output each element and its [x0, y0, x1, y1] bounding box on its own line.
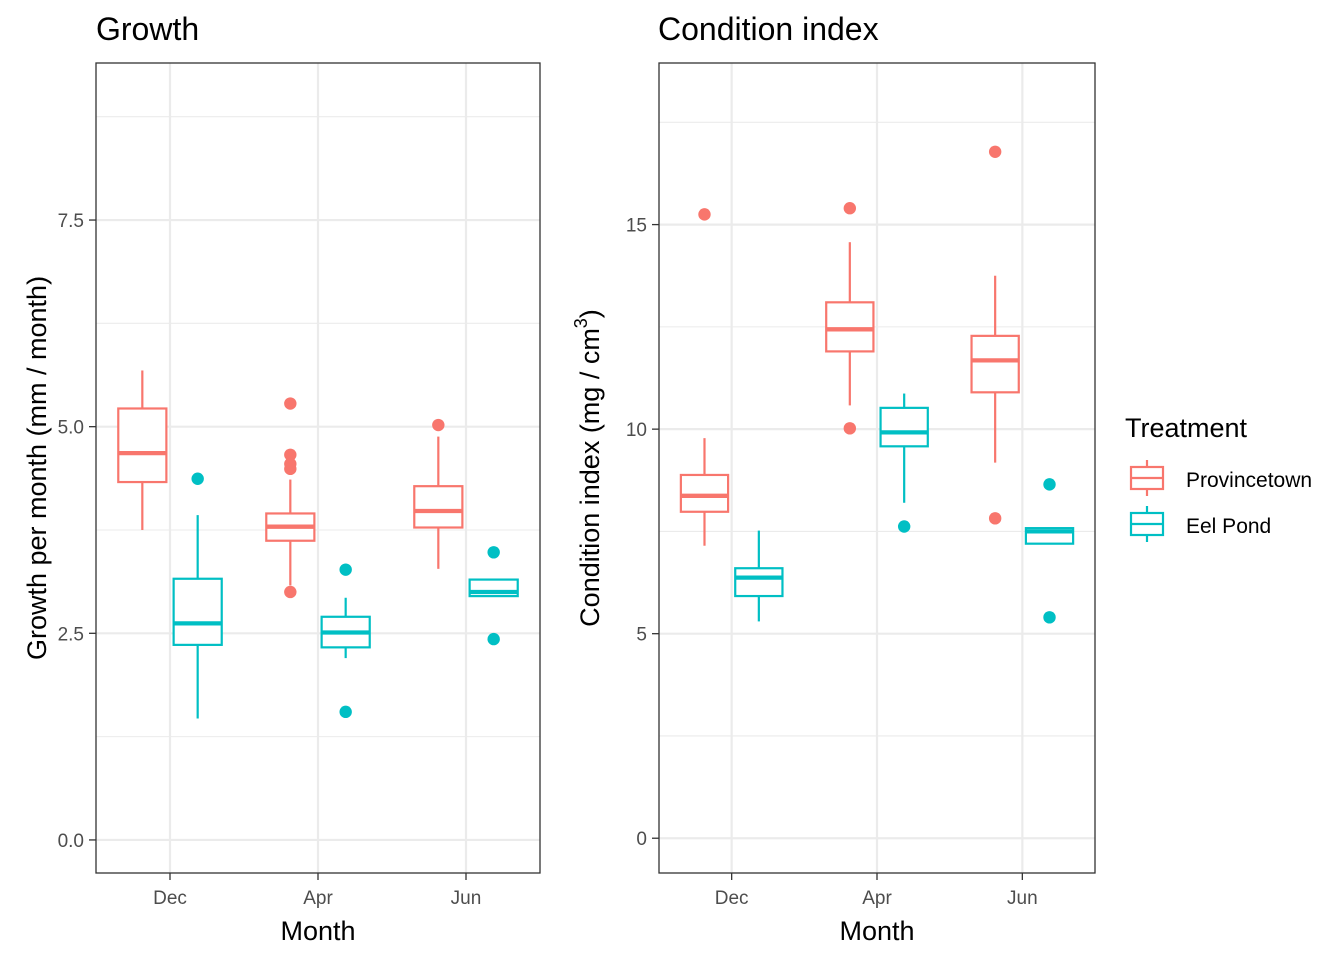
outlier-point	[284, 397, 297, 410]
plot-grid	[96, 63, 540, 873]
box-jun	[1024, 478, 1075, 624]
y-tick-label: 0	[636, 829, 647, 850]
legend: Treatment Provincetown Eel Pond	[1125, 413, 1312, 542]
outlier-point	[284, 448, 297, 461]
y-tick-label: 15	[626, 216, 647, 237]
condition-index-y-axis-title-main: Condition index (mg / cm	[575, 328, 605, 627]
outlier-point	[897, 520, 911, 533]
series-provincetown	[679, 145, 1020, 546]
outlier-point	[843, 202, 857, 215]
iqr-box	[734, 567, 784, 598]
box-dec	[679, 208, 730, 546]
outlier-point	[1043, 478, 1056, 491]
condition-index-x-axis-title: Month	[839, 916, 914, 946]
outlier-point	[191, 472, 204, 485]
y-tick-label: 5.0	[58, 418, 84, 439]
condition-index-y-axis-title-suffix: )	[575, 309, 605, 318]
condition-index-panel-title: Condition index	[658, 11, 879, 47]
box-dec	[734, 530, 784, 622]
y-tick-label: 5	[636, 625, 647, 646]
iqr-box	[413, 485, 464, 529]
legend-label-eel-pond: Eel Pond	[1186, 515, 1271, 538]
x-tick-label: Dec	[715, 888, 749, 909]
x-tick-label: Dec	[153, 888, 187, 909]
box-apr	[825, 202, 875, 435]
iqr-box	[825, 301, 875, 353]
outlier-point	[487, 546, 500, 559]
growth-panel-title: Growth	[96, 11, 199, 47]
outlier-point	[284, 585, 297, 599]
legend-label-provincetown: Provincetown	[1186, 469, 1312, 492]
box-jun	[970, 145, 1020, 525]
x-tick-label: Apr	[862, 888, 892, 909]
outlier-point	[487, 632, 500, 646]
y-tick-label: 0.0	[58, 831, 84, 852]
condition-index-panel: Condition index Month Condition index (m…	[571, 11, 1096, 946]
box-jun	[413, 418, 464, 569]
growth-y-axis-title: Growth per month (mm / month)	[22, 276, 52, 660]
y-axis: 0.0 2.5 5.0 7.5	[58, 211, 96, 852]
series-eel-pond	[172, 472, 519, 719]
box-apr	[265, 397, 316, 599]
box-apr	[879, 393, 929, 533]
y-axis: 0 5 10 15	[626, 216, 659, 850]
iqr-box	[172, 577, 223, 646]
box-jun	[468, 546, 519, 646]
y-tick-label: 2.5	[58, 624, 84, 645]
condition-index-y-axis-title-superscript: 3	[571, 318, 591, 328]
outlier-point	[988, 145, 1002, 158]
condition-index-y-axis-title: Condition index (mg / cm3)	[571, 309, 605, 627]
legend-item-eel-pond: Eel Pond	[1129, 506, 1271, 542]
growth-panel: Growth Month Growth per month (mm / mont…	[22, 11, 541, 946]
x-axis: Dec Apr Jun	[153, 873, 481, 909]
series-provincetown	[117, 370, 464, 599]
outlier-point	[1043, 611, 1056, 624]
y-tick-label: 10	[626, 420, 647, 441]
outlier-point	[432, 418, 445, 432]
outlier-point	[843, 422, 857, 435]
iqr-box	[679, 473, 730, 513]
x-tick-label: Apr	[303, 888, 333, 909]
box-dec	[172, 472, 223, 719]
series-eel-pond	[734, 393, 1075, 624]
outlier-point	[698, 208, 711, 221]
iqr-box	[117, 407, 168, 484]
iqr-box	[970, 334, 1020, 394]
outlier-point	[339, 705, 352, 719]
x-tick-label: Jun	[451, 888, 482, 909]
iqr-box	[879, 406, 929, 448]
box-dec	[117, 370, 168, 530]
y-tick-label: 7.5	[58, 211, 84, 232]
outlier-point	[988, 512, 1002, 525]
growth-x-axis-title: Month	[280, 916, 355, 946]
outlier-point	[339, 563, 352, 576]
box-apr	[320, 563, 371, 719]
legend-item-provincetown: Provincetown	[1129, 460, 1312, 496]
x-tick-label: Jun	[1007, 888, 1038, 909]
outlier-point	[284, 462, 297, 476]
x-axis: Dec Apr Jun	[715, 873, 1038, 909]
plot-grid	[659, 63, 1095, 873]
legend-title: Treatment	[1125, 413, 1248, 443]
